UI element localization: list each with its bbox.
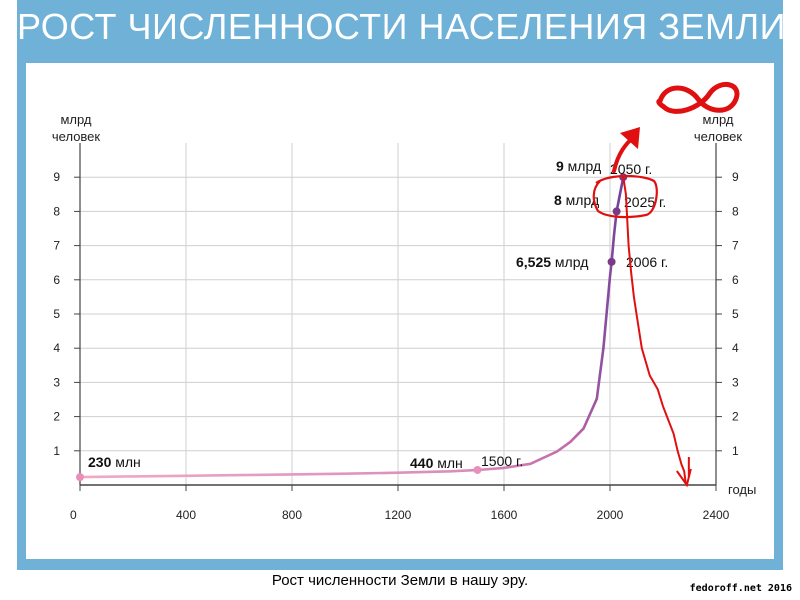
data-label: 1500 г. (481, 453, 523, 469)
y-tick-label-left: 8 (53, 204, 60, 218)
x-tick-label: 2000 (597, 508, 624, 522)
y-tick-label-right: 6 (732, 273, 739, 287)
data-label: 2006 г. (626, 254, 668, 270)
chart-panel: 0 400 800 1200 1600 2000 2400 1 1 2 2 3 3 4 4 5 5 6 6 7 7 8 8 9… (26, 63, 774, 559)
infinity-icon (656, 82, 740, 114)
data-label: 6,525 млрд (516, 254, 588, 270)
y-axis-title-left: млрд человек (52, 112, 101, 144)
y-tick-label-left: 4 (53, 341, 60, 355)
chart-caption: Рост численности Земли в нашу эру. (271, 572, 529, 589)
y-tick-label-left: 9 (53, 170, 60, 184)
y-tick-label-right: 9 (732, 170, 739, 184)
data-label: 2025 г. (624, 194, 666, 210)
population-curve (79, 176, 625, 479)
page-title: РОСТ ЧИСЛЕННОСТИ НАСЕЛЕНИЯ ЗЕМЛИ (17, 6, 786, 47)
red-highlight-circle-icon (592, 174, 658, 219)
y-tick-label-right: 3 (732, 375, 739, 389)
x-tick-label: 2400 (703, 508, 730, 522)
y-axis-title-right: млрд человек (694, 112, 743, 144)
y-tick-label-left: 1 (53, 444, 60, 458)
y-tick-label-left: 2 (53, 410, 60, 424)
data-label: 9 млрд (556, 158, 601, 174)
population-chart: 0 400 800 1200 1600 2000 2400 1 1 2 2 3 3 4 4 5 5 6 6 7 7 8 8 9… (52, 82, 756, 522)
red-up-arrow-icon (620, 127, 640, 149)
watermark: fedoroff.net 2016 (689, 583, 792, 594)
x-tick-label: 0 (70, 508, 77, 522)
y-tick-label-right: 7 (732, 239, 739, 253)
data-label: 2050 г. (610, 161, 652, 177)
x-tick-label: 400 (176, 508, 196, 522)
data-label: 440 млн (410, 455, 463, 471)
y-tick-label-right: 2 (732, 410, 739, 424)
data-point-marker (607, 257, 616, 266)
y-tick-label-left: 6 (53, 273, 60, 287)
x-tick-label: 800 (282, 508, 302, 522)
y-tick-label-right: 4 (732, 341, 739, 355)
data-point-marker (76, 473, 84, 482)
y-tick-label-right: 1 (732, 444, 739, 458)
y-tick-label-left: 7 (53, 239, 60, 253)
y-tick-label-left: 5 (53, 307, 60, 321)
y-tick-label-right: 5 (732, 307, 739, 321)
red-decline-projection (622, 177, 688, 486)
y-tick-label-right: 8 (732, 204, 739, 218)
data-label: 8 млрд (554, 192, 599, 208)
data-label: 230 млн (88, 454, 141, 470)
chart-frame: РОСТ ЧИСЛЕННОСТИ НАСЕЛЕНИЯ ЗЕМЛИ 0 400 800… (17, 0, 786, 570)
x-tick-label: 1600 (491, 508, 518, 522)
y-tick-label-left: 3 (53, 375, 60, 389)
data-point-marker (612, 207, 621, 216)
x-tick-label: 1200 (385, 508, 412, 522)
data-point-marker (473, 465, 482, 474)
x-axis-title: годы (728, 482, 756, 497)
